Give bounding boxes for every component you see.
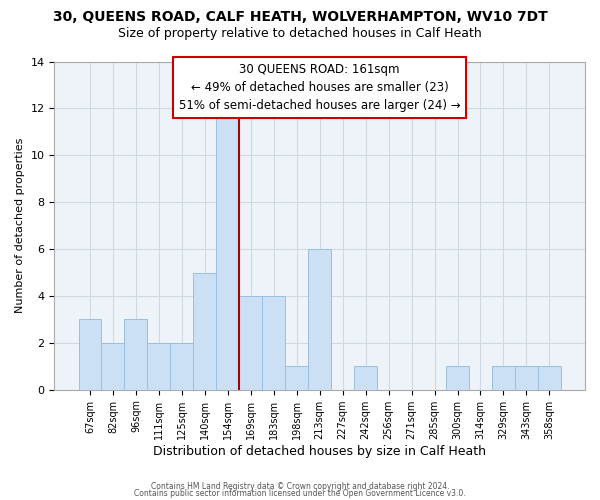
Bar — [79, 320, 101, 390]
Bar — [446, 366, 469, 390]
Bar — [538, 366, 561, 390]
Text: 30, QUEENS ROAD, CALF HEATH, WOLVERHAMPTON, WV10 7DT: 30, QUEENS ROAD, CALF HEATH, WOLVERHAMPT… — [53, 10, 547, 24]
Bar — [170, 343, 193, 390]
Bar — [124, 320, 148, 390]
Bar — [239, 296, 262, 390]
Bar — [148, 343, 170, 390]
Bar — [217, 108, 239, 390]
Bar — [262, 296, 285, 390]
Text: Contains public sector information licensed under the Open Government Licence v3: Contains public sector information licen… — [134, 490, 466, 498]
Bar — [515, 366, 538, 390]
Bar — [492, 366, 515, 390]
Bar — [101, 343, 124, 390]
Bar — [193, 272, 217, 390]
Y-axis label: Number of detached properties: Number of detached properties — [15, 138, 25, 314]
Text: 30 QUEENS ROAD: 161sqm
← 49% of detached houses are smaller (23)
51% of semi-det: 30 QUEENS ROAD: 161sqm ← 49% of detached… — [179, 63, 461, 112]
Bar — [308, 249, 331, 390]
Bar — [285, 366, 308, 390]
Bar — [354, 366, 377, 390]
X-axis label: Distribution of detached houses by size in Calf Heath: Distribution of detached houses by size … — [153, 444, 486, 458]
Text: Contains HM Land Registry data © Crown copyright and database right 2024.: Contains HM Land Registry data © Crown c… — [151, 482, 449, 491]
Text: Size of property relative to detached houses in Calf Heath: Size of property relative to detached ho… — [118, 28, 482, 40]
